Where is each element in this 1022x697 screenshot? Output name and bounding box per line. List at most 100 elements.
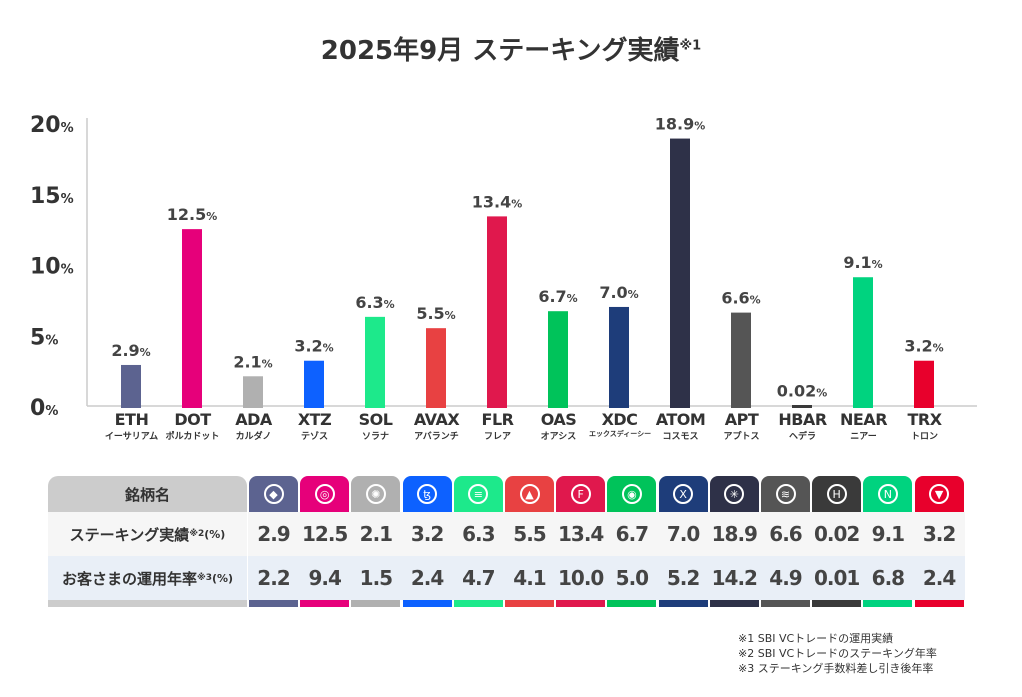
row2-cell: 5.0: [615, 566, 649, 590]
x-tick-sublabel: アバランチ: [414, 432, 459, 442]
row2-note: ※3: [196, 573, 212, 583]
row2-cell: 2.4: [922, 566, 956, 590]
x-tick-label: NEAR: [839, 410, 888, 429]
x-tick-sublabel: テゾス: [300, 432, 328, 442]
x-tick-label: ATOM: [655, 410, 706, 429]
y-tick-label: 5%: [30, 325, 58, 350]
x-tick-label: XDC: [601, 410, 638, 429]
axis-color-tick: [792, 405, 812, 408]
row1-cell: 6.7: [615, 522, 649, 546]
row2-cell: 4.7: [462, 566, 495, 590]
table-color-bar: [709, 600, 759, 607]
data-label: 2.9%: [111, 341, 150, 360]
row1-label: ステーキング実績 ※2 (%): [48, 512, 247, 556]
x-label-dot: DOT ポルカドット: [162, 410, 223, 442]
table-header-hbar: H: [812, 476, 862, 512]
row2-bg: [248, 556, 965, 600]
xdc-icon: X: [673, 484, 694, 504]
y-tick-label: 0%: [30, 396, 58, 421]
x-label-trx: TRX トロン: [894, 410, 955, 442]
y-tick-label: 15%: [30, 184, 74, 209]
data-label: 5.5%: [416, 304, 455, 323]
axis-color-tick: [609, 405, 629, 408]
bar-chart: 0% 5% 10% 15% 20% 2.9% 12.5% 2.1% 3.2% 6.3% 5.5% 13…: [30, 113, 977, 421]
tezos-icon: ꜩ: [417, 484, 438, 504]
bar-trx: [914, 360, 934, 406]
bar-avax: [426, 328, 446, 406]
table-color-bar: [300, 600, 350, 607]
x-label-sol: SOL ソラナ: [345, 410, 406, 442]
data-label: 12.5%: [167, 205, 218, 224]
x-tick-label: XTZ: [297, 410, 332, 429]
solana-icon: ≡: [468, 484, 489, 504]
table-header-oas: ◉: [607, 476, 657, 512]
near-icon: N: [877, 484, 898, 504]
bar-apt: [731, 312, 751, 406]
row2-unit: (%): [211, 571, 234, 585]
title-note: ※1: [679, 38, 702, 54]
polkadot-icon: ◎: [314, 484, 335, 504]
row1-cell: 3.2: [922, 522, 956, 546]
row2-cell: 4.1: [513, 566, 546, 590]
x-tick-label: OAS: [540, 410, 577, 429]
table-color-bar: [658, 600, 708, 607]
row1-cell: 6.3: [462, 522, 495, 546]
table-header-eth: ◆: [249, 476, 298, 512]
oasys-icon: ◉: [621, 484, 642, 504]
bar-dot: [182, 229, 202, 406]
x-tick-sublabel: ニアー: [850, 432, 877, 442]
footnote-2: ※2 SBI VCトレードのステーキング年率: [738, 647, 937, 660]
table-header-label: 銘柄名: [48, 476, 247, 512]
row1-cell: 2.1: [359, 522, 393, 546]
table-header-atom: ✳: [709, 476, 759, 512]
table-color-bar: [556, 600, 606, 607]
row1-cell: 18.9: [711, 522, 758, 546]
row1-unit: (%): [204, 527, 226, 541]
bar-xdc: [609, 306, 629, 406]
bar-oas: [548, 311, 568, 406]
x-label-eth: ETH イーサリアム: [101, 410, 162, 442]
x-tick-label: FLR: [481, 410, 514, 429]
tron-icon: ▼: [929, 484, 950, 504]
row2-label: お客さまの運用年率 ※3 (%): [48, 556, 247, 600]
axis-color-tick: [548, 405, 568, 408]
table-color-bar: [453, 600, 503, 607]
x-tick-label: ADA: [235, 410, 272, 429]
row1-cell: 9.1: [871, 522, 905, 546]
axis-color-tick: [243, 405, 263, 408]
row2-cell: 2.4: [410, 566, 444, 590]
x-tick-label: TRX: [907, 410, 942, 429]
table-color-bar: [351, 600, 401, 607]
table-color-bar: [607, 600, 657, 607]
table-header-sol: ≡: [453, 476, 503, 512]
axis-color-tick: [365, 405, 385, 408]
row2-cell: 5.2: [666, 566, 700, 590]
x-tick-sublabel: ソラナ: [361, 432, 389, 442]
table-color-bar: [914, 600, 964, 607]
label-bottom-bar: [48, 600, 247, 607]
table-header-near: N: [863, 476, 913, 512]
cosmos-icon: ✳: [724, 484, 745, 504]
data-label: 7.0%: [599, 283, 638, 302]
footnote-1: ※1 SBI VCトレードの運用実績: [738, 632, 894, 645]
x-tick-sublabel: アプトス: [723, 432, 760, 442]
data-label: 6.7%: [538, 287, 577, 306]
bar-sol: [365, 316, 385, 406]
row1-cell: 7.0: [666, 522, 700, 546]
row1-note: ※2: [189, 529, 205, 539]
x-label-oas: OAS オアシス: [528, 410, 589, 442]
x-tick-sublabel: コスモス: [662, 432, 699, 442]
x-label-avax: AVAX アバランチ: [406, 410, 467, 442]
header-label-text: 銘柄名: [124, 485, 170, 504]
bar-near: [853, 277, 873, 406]
row1-label-text: ステーキング実績: [69, 525, 190, 544]
data-label: 2.1%: [233, 352, 272, 371]
row2-label-text: お客さまの運用年率: [61, 569, 197, 588]
x-tick-label: HBAR: [778, 410, 827, 429]
x-label-ada: ADA カルダノ: [223, 410, 284, 442]
chart-title: 2025年9月 ステーキング実績※1: [0, 30, 1022, 67]
x-tick-label: DOT: [174, 410, 211, 429]
footnote-3: ※3 ステーキング手数料差し引き後年率: [738, 662, 934, 675]
row2-cell: 9.4: [308, 566, 341, 590]
